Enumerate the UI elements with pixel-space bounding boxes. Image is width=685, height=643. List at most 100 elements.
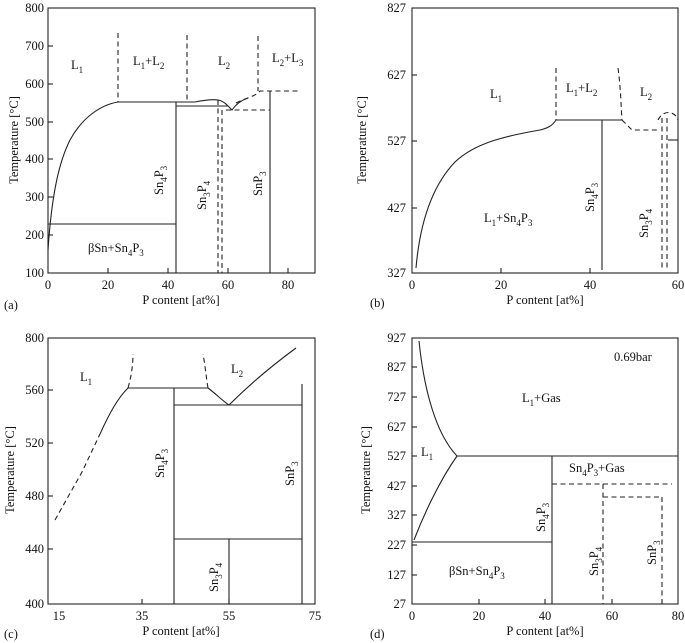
region-label: L1 bbox=[71, 58, 83, 75]
l2-dome bbox=[194, 97, 249, 111]
x-axis-title: P content [at%] bbox=[142, 624, 219, 638]
liquidus-curve bbox=[47, 101, 119, 251]
x-axis-a: 0 20 40 60 80 bbox=[45, 268, 294, 292]
y-axis-title: Temperature [°C] bbox=[359, 426, 373, 514]
y-tick-label: 200 bbox=[25, 228, 44, 242]
y-tick-label: 327 bbox=[387, 508, 406, 522]
region-label: Sn4P3 bbox=[153, 448, 170, 478]
liquidus-curve bbox=[99, 387, 129, 435]
panel-c: 400 440 480 520 560 800 15 35 55 75 P co… bbox=[3, 331, 321, 641]
liquidus-curve bbox=[415, 119, 557, 269]
l2-boundary bbox=[235, 90, 298, 104]
x-tick-label: 40 bbox=[162, 278, 175, 292]
y-tick-label: 427 bbox=[387, 201, 406, 215]
x-tick-label: 75 bbox=[309, 609, 322, 623]
y-tick-label: 627 bbox=[387, 420, 406, 434]
y-tick-label: 927 bbox=[387, 331, 406, 345]
y-tick-label: 560 bbox=[25, 383, 44, 397]
panel-a: 100 200 300 400 500 600 700 800 0 20 40 … bbox=[4, 1, 316, 312]
y-tick-label: 800 bbox=[25, 1, 44, 15]
x-tick-label: 80 bbox=[282, 278, 295, 292]
x-tick-label: 0 bbox=[409, 609, 415, 623]
x-tick-label: 15 bbox=[53, 609, 66, 623]
panel-caption: (a) bbox=[4, 298, 18, 312]
y-axis-title: Temperature [°C] bbox=[355, 96, 369, 184]
gas-liquid-boundary bbox=[418, 340, 458, 457]
liquidus-extension bbox=[54, 433, 101, 521]
l2-liquidus bbox=[207, 347, 297, 406]
x-tick-label: 20 bbox=[473, 609, 486, 623]
y-tick-label: 827 bbox=[387, 360, 406, 374]
x-tick-label: 20 bbox=[495, 278, 508, 292]
x-tick-label: 0 bbox=[409, 278, 415, 292]
x-axis-c: 15 35 55 75 bbox=[53, 599, 322, 623]
x-tick-label: 35 bbox=[136, 609, 149, 623]
x-axis-title: P content [at%] bbox=[506, 624, 583, 638]
y-tick-label: 600 bbox=[25, 77, 44, 91]
x-tick-label: 60 bbox=[672, 278, 685, 292]
panel-caption: (c) bbox=[4, 627, 18, 641]
x-tick-label: 20 bbox=[102, 278, 115, 292]
region-label: SnP3 bbox=[283, 461, 300, 486]
y-tick-label: 800 bbox=[25, 331, 44, 345]
y-tick-label: 520 bbox=[25, 436, 44, 450]
y-tick-label: 527 bbox=[387, 449, 406, 463]
plot-frame-a bbox=[47, 7, 316, 274]
region-label: βSn+Sn4P3 bbox=[88, 241, 144, 258]
x-tick-label: 40 bbox=[539, 609, 552, 623]
y-tick-label: 427 bbox=[387, 479, 406, 493]
region-label: SnP3 bbox=[645, 540, 662, 565]
y-axis-title: Temperature [°C] bbox=[7, 96, 21, 184]
y-tick-label: 527 bbox=[387, 134, 406, 148]
panel-b: 327 427 527 627 827 0 20 40 60 P content… bbox=[355, 1, 684, 310]
l2-boundary bbox=[621, 119, 660, 131]
y-axis-c: 400 440 480 520 560 800 bbox=[25, 331, 53, 611]
y-tick-label: 400 bbox=[25, 152, 44, 166]
y-axis-a: 100 200 300 400 500 600 700 800 bbox=[25, 1, 53, 280]
x-tick-label: 60 bbox=[606, 609, 619, 623]
x-axis-title: P content [at%] bbox=[506, 293, 583, 307]
x-axis-title: P content [at%] bbox=[142, 293, 219, 307]
liquidus-curve bbox=[413, 455, 458, 541]
miscibility-boundary bbox=[202, 353, 209, 389]
y-tick-label: 127 bbox=[387, 568, 406, 582]
x-axis-d: 0 20 40 60 80 bbox=[409, 599, 684, 623]
region-label: Sn4P3 bbox=[152, 165, 169, 195]
region-label: L2 bbox=[231, 362, 243, 379]
region-label: Sn3P4 bbox=[587, 546, 604, 576]
region-label: L1 bbox=[490, 87, 502, 104]
region-label: Sn4P3 bbox=[534, 502, 551, 532]
y-tick-label: 727 bbox=[387, 390, 406, 404]
x-tick-label: 40 bbox=[584, 278, 597, 292]
region-label: L1+L2 bbox=[133, 54, 164, 71]
x-tick-label: 55 bbox=[223, 609, 236, 623]
region-label: L2 bbox=[218, 54, 230, 71]
y-tick-label: 327 bbox=[387, 266, 406, 280]
panel-caption: (d) bbox=[370, 627, 385, 641]
y-axis-b: 327 427 527 627 827 bbox=[387, 1, 417, 280]
miscibility-boundary bbox=[127, 353, 134, 389]
x-tick-label: 60 bbox=[222, 278, 235, 292]
region-label: L1+Gas bbox=[522, 391, 561, 408]
region-label: SnP3 bbox=[251, 171, 268, 196]
region-label: Sn3P4 bbox=[637, 208, 654, 238]
pressure-label: 0.69bar bbox=[614, 350, 653, 364]
y-tick-label: 400 bbox=[25, 597, 44, 611]
region-label: L1+L2 bbox=[566, 81, 597, 98]
y-tick-label: 627 bbox=[387, 68, 406, 82]
region-label: βSn+Sn4P3 bbox=[449, 564, 505, 581]
x-tick-label: 80 bbox=[672, 609, 685, 623]
region-label: L2 bbox=[640, 85, 652, 102]
x-axis-b: 0 20 40 60 bbox=[409, 268, 684, 292]
y-tick-label: 700 bbox=[25, 39, 44, 53]
region-label: Sn4P3 bbox=[583, 182, 600, 212]
l2-boundary bbox=[657, 111, 679, 121]
y-tick-label: 827 bbox=[387, 1, 406, 15]
panel-d: 27 127 227 327 427 527 627 727 827 927 0… bbox=[359, 331, 684, 641]
y-tick-label: 300 bbox=[25, 190, 44, 204]
region-label: L1+Sn4P3 bbox=[484, 211, 533, 228]
region-label: L1 bbox=[80, 370, 92, 387]
y-tick-label: 27 bbox=[394, 597, 407, 611]
region-label: Sn4P3+Gas bbox=[569, 461, 625, 478]
